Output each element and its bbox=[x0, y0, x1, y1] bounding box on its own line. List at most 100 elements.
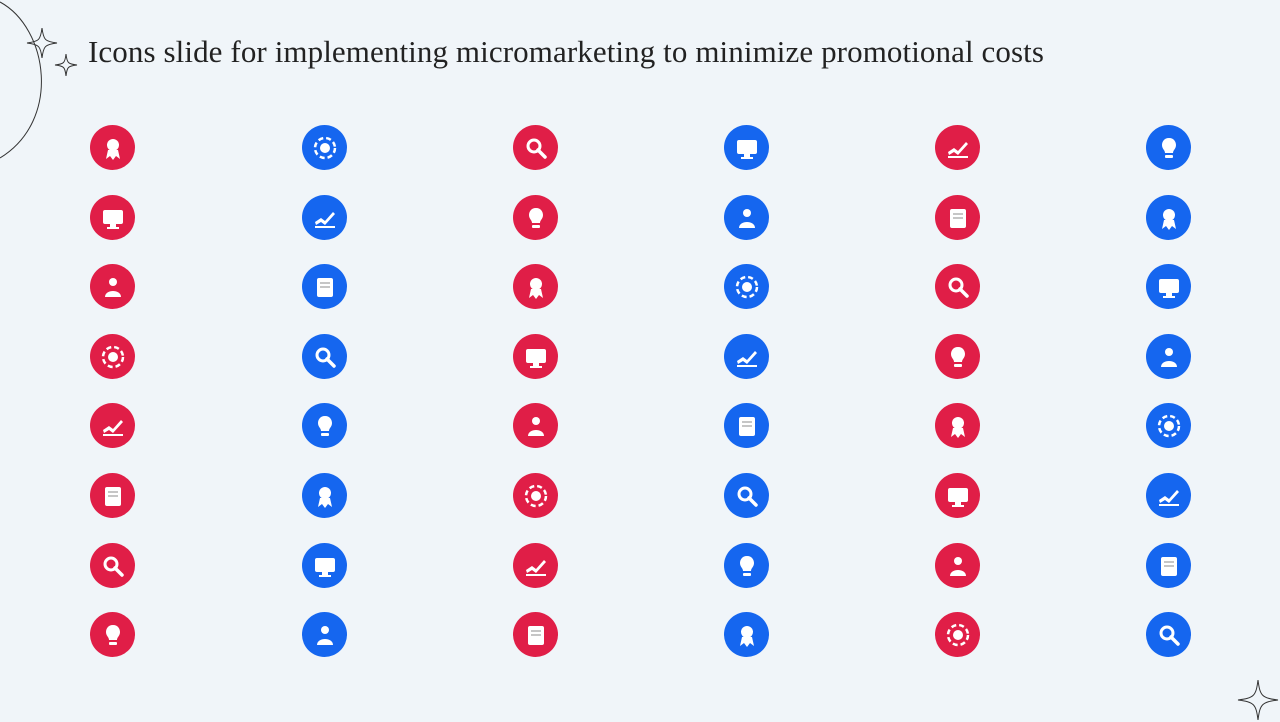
slide-title: Icons slide for implementing micromarket… bbox=[88, 34, 1045, 69]
certificate-icon bbox=[1146, 473, 1191, 518]
laptop-message-icon-glyph bbox=[1161, 137, 1176, 158]
icon-column bbox=[513, 125, 559, 659]
chat-person-icon-glyph bbox=[527, 625, 544, 645]
map-people-icon-glyph bbox=[525, 348, 546, 368]
tools-gear-icon-glyph bbox=[1160, 556, 1177, 576]
handshake-icon bbox=[724, 612, 769, 657]
award-ribbon-icon-glyph bbox=[105, 138, 120, 160]
decorative-arc bbox=[0, 1, 42, 159]
document-cycle-icon bbox=[90, 334, 135, 379]
icon-column bbox=[90, 125, 136, 659]
dashboard-monitor-icon bbox=[302, 612, 347, 657]
certificate-icon-glyph bbox=[1158, 489, 1179, 506]
hand-bulb-icon-glyph bbox=[314, 211, 335, 228]
hub-network-icon bbox=[724, 473, 769, 518]
money-growth-icon bbox=[513, 125, 558, 170]
hearts-people-icon-glyph bbox=[102, 419, 123, 436]
dashboard-monitor-icon-glyph bbox=[316, 625, 333, 645]
people-growth-icon bbox=[935, 543, 980, 588]
hand-bulb-icon bbox=[302, 195, 347, 240]
idea-network-icon bbox=[302, 403, 347, 448]
hub-network-icon-glyph bbox=[737, 486, 758, 507]
clipboard-search-icon-glyph bbox=[103, 556, 124, 577]
person-reading-icon bbox=[935, 403, 980, 448]
hand-dollar-icon bbox=[724, 125, 769, 170]
sparkle-icon bbox=[1237, 679, 1279, 721]
hands-diamond-icon bbox=[1146, 264, 1191, 309]
bulb-idea-icon bbox=[1146, 195, 1191, 240]
monitor-gears-icon bbox=[513, 473, 558, 518]
gear-bulb-icon bbox=[935, 264, 980, 309]
head-idea-icon bbox=[724, 334, 769, 379]
icon-grid bbox=[90, 125, 1192, 659]
presentation-icon-glyph bbox=[1157, 414, 1180, 437]
team-people-icon bbox=[935, 195, 980, 240]
browser-chart-icon-glyph bbox=[947, 141, 968, 158]
chat-person-icon bbox=[513, 612, 558, 657]
hand-coin-icon bbox=[90, 264, 135, 309]
gear-bulb-icon-glyph bbox=[948, 277, 969, 298]
browser-money-icon bbox=[513, 195, 558, 240]
hand-coin-icon-glyph bbox=[104, 277, 121, 297]
hand-upload-icon bbox=[724, 195, 769, 240]
award-ribbon-icon bbox=[90, 125, 135, 170]
ad-search-icon bbox=[90, 195, 135, 240]
document-refresh-icon-glyph bbox=[104, 486, 121, 506]
handshake-icon-glyph bbox=[739, 625, 754, 647]
analytics-search-icon bbox=[302, 264, 347, 309]
head-idea-icon-glyph bbox=[736, 350, 757, 367]
plant-growth-icon bbox=[1146, 612, 1191, 657]
hand-tap-icon-glyph bbox=[738, 416, 755, 436]
money-growth-icon-glyph bbox=[526, 138, 547, 159]
scissors-coin-icon-glyph bbox=[317, 486, 332, 508]
gears-cycle-icon-glyph bbox=[1160, 347, 1177, 367]
clipboard-search-icon bbox=[90, 543, 135, 588]
icon-column bbox=[935, 125, 981, 659]
browser-layout-icon bbox=[513, 403, 558, 448]
growth-cycle-icon-glyph bbox=[950, 346, 965, 367]
clock-arrow-icon bbox=[935, 473, 980, 518]
idea-network-icon-glyph bbox=[317, 415, 332, 436]
people-conflict-icon-glyph bbox=[528, 277, 543, 299]
target-arrow-icon bbox=[302, 543, 347, 588]
people-growth-icon-glyph bbox=[949, 556, 966, 576]
icon-column bbox=[1146, 125, 1192, 659]
hand-upload-icon-glyph bbox=[738, 208, 755, 228]
growth-cycle-icon bbox=[935, 334, 980, 379]
phone-call-icon-glyph bbox=[525, 559, 546, 576]
customer-stars-icon bbox=[302, 125, 347, 170]
people-conflict-icon bbox=[513, 264, 558, 309]
gears-cycle-icon bbox=[1146, 334, 1191, 379]
document-cycle-icon-glyph bbox=[101, 345, 124, 368]
customer-stars-icon-glyph bbox=[313, 136, 336, 159]
target-arrow-icon-glyph bbox=[314, 557, 335, 577]
tools-gear-icon bbox=[1146, 543, 1191, 588]
chart-refresh-icon-glyph bbox=[946, 623, 969, 646]
hand-tap-icon bbox=[724, 403, 769, 448]
monitor-gears-icon-glyph bbox=[524, 484, 547, 507]
factory-icon bbox=[724, 264, 769, 309]
team-people-icon-glyph bbox=[949, 208, 966, 228]
presentation-icon bbox=[1146, 403, 1191, 448]
icon-column bbox=[302, 125, 348, 659]
scissors-coin-icon bbox=[302, 473, 347, 518]
plant-growth-icon-glyph bbox=[1159, 625, 1180, 646]
hearts-people-icon bbox=[90, 403, 135, 448]
map-people-icon bbox=[513, 334, 558, 379]
analytics-search-icon-glyph bbox=[316, 277, 333, 297]
box-gear-icon bbox=[724, 543, 769, 588]
box-gear-icon-glyph bbox=[739, 555, 754, 576]
document-refresh-icon bbox=[90, 473, 135, 518]
sparkle-icon bbox=[26, 27, 58, 59]
web-layout-icon-glyph bbox=[105, 624, 120, 645]
ad-search-icon-glyph bbox=[102, 209, 123, 229]
browser-layout-icon-glyph bbox=[527, 416, 544, 436]
gear-click-icon-glyph bbox=[315, 347, 336, 368]
hands-diamond-icon-glyph bbox=[1158, 278, 1179, 298]
clock-arrow-icon-glyph bbox=[947, 487, 968, 507]
person-reading-icon-glyph bbox=[950, 416, 965, 438]
phone-call-icon bbox=[513, 543, 558, 588]
browser-chart-icon bbox=[935, 125, 980, 170]
web-layout-icon bbox=[90, 612, 135, 657]
sparkle-icon bbox=[54, 53, 78, 77]
